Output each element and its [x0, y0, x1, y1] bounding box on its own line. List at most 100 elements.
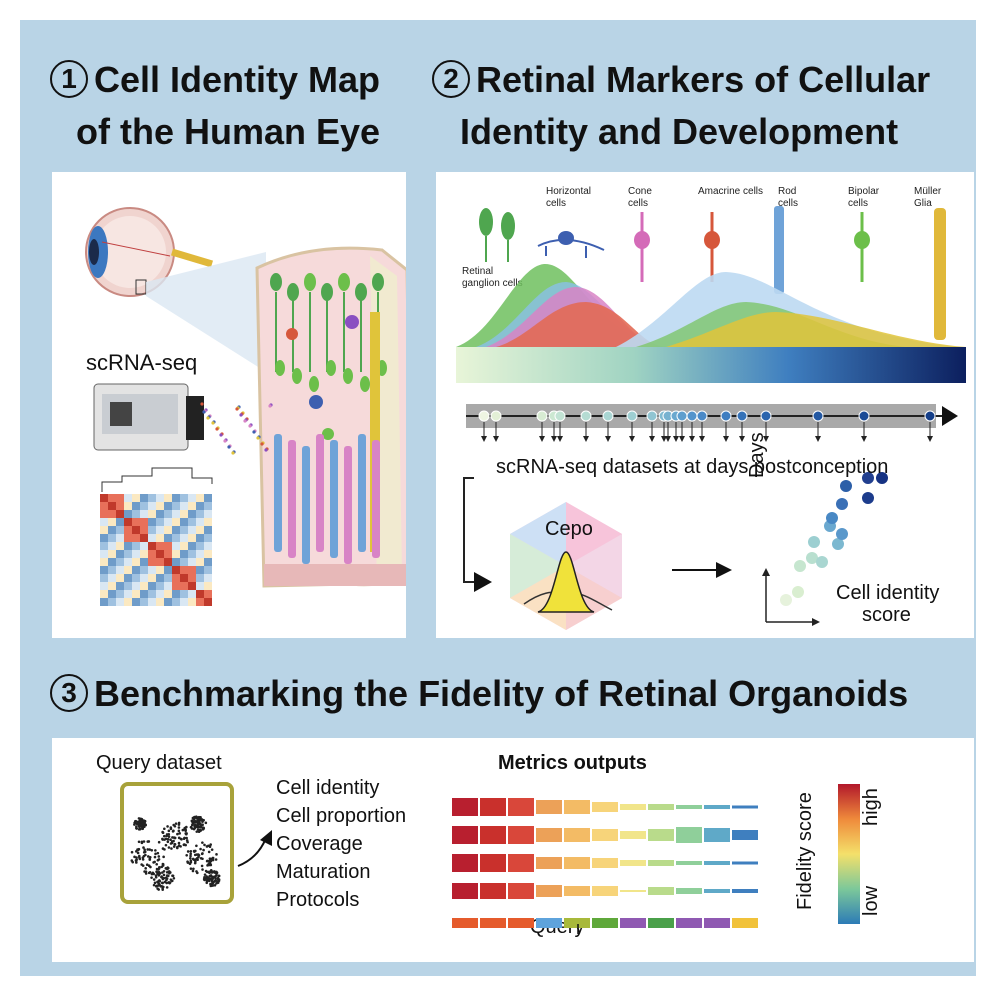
benchmark-illustration — [120, 782, 860, 934]
metric-bar — [620, 890, 646, 892]
metric-bar — [508, 854, 534, 872]
metric-bar — [648, 918, 674, 928]
metric-bar — [592, 829, 618, 841]
metric-label: Protocols — [276, 889, 360, 911]
metric-bar — [536, 828, 562, 842]
metric-bar — [676, 918, 702, 928]
timeline-points — [478, 410, 936, 442]
scatter-ylabel: Days — [746, 432, 768, 478]
development-gradient-bar — [456, 347, 966, 383]
metric-bar — [620, 860, 646, 866]
metric-bar — [480, 826, 506, 844]
metric-bar — [592, 858, 618, 868]
metric-bar — [480, 854, 506, 872]
metric-bar — [564, 857, 590, 869]
scatter-point — [836, 498, 848, 510]
metric-bar — [648, 860, 674, 866]
metric-bar — [648, 887, 674, 895]
metric-bar — [536, 800, 562, 814]
metric-bar — [508, 883, 534, 899]
metric-bar — [564, 800, 590, 814]
metric-bar — [704, 918, 730, 928]
metric-bar — [564, 886, 590, 896]
cell-type-label: Glia — [914, 198, 932, 209]
metric-bar — [480, 918, 506, 928]
graphical-abstract: 1 Cell Identity Map of the Human Eye 2 Ret… — [20, 20, 976, 976]
metric-bar — [480, 798, 506, 816]
metric-bars — [452, 798, 758, 928]
cell-type-label: Retinal — [462, 266, 493, 277]
development-density-curves — [456, 263, 966, 347]
section2-title-line2: Identity and Development — [460, 111, 899, 152]
section1-title-line2: of the Human Eye — [76, 111, 381, 152]
cell-type-label: Horizontal — [546, 186, 591, 197]
cepo-label: Cepo — [545, 518, 593, 540]
metric-bar — [564, 918, 590, 928]
scatter-point — [832, 538, 844, 550]
metric-bar — [704, 861, 730, 865]
metric-bar — [452, 826, 478, 844]
eye-map-illustration — [85, 207, 414, 606]
cell-type-label: Amacrine cells — [698, 186, 763, 197]
datasets-label: scRNA-seq datasets at days postconceptio… — [496, 456, 889, 478]
cell-type-label: cells — [848, 198, 868, 209]
metric-bar — [564, 828, 590, 842]
section3-number: 3 — [50, 674, 88, 712]
metric-bar — [536, 885, 562, 897]
metric-bar — [480, 883, 506, 899]
metric-bar — [620, 804, 646, 810]
section1-number: 1 — [50, 60, 88, 98]
metric-bar — [508, 918, 534, 928]
cell-type-label: cells — [778, 198, 798, 209]
cell-type-label: Bipolar — [848, 186, 880, 197]
cell-type-label: ganglion cells — [462, 278, 523, 289]
scatter-point — [816, 556, 828, 568]
metric-bar — [676, 805, 702, 809]
metric-bar — [732, 805, 758, 809]
cell-type-label: cells — [628, 198, 648, 209]
metric-bar — [536, 918, 562, 928]
metric-bar — [732, 918, 758, 928]
cell-type-label: Cone — [628, 186, 652, 197]
scatter-point — [862, 472, 874, 484]
metric-bar — [452, 883, 478, 899]
cell-type-label: cells — [546, 198, 566, 209]
metric-label: Cell identity — [276, 777, 380, 799]
scatter-point — [840, 480, 852, 492]
fidelity-colorbar — [838, 784, 860, 924]
metric-bar — [676, 861, 702, 865]
metric-bar — [508, 826, 534, 844]
metric-bar — [508, 798, 534, 816]
section2-number: 2 — [432, 60, 470, 98]
scrna-seq-label: scRNA-seq — [86, 350, 198, 375]
metric-bar — [452, 918, 478, 928]
scatter-point — [794, 560, 806, 572]
metric-bar — [620, 918, 646, 928]
section1-title-line1: 1 Cell Identity Map — [50, 58, 380, 102]
scatter-xlabel: Cell identity score — [836, 582, 940, 626]
metric-bar — [676, 888, 702, 894]
metric-bar — [732, 889, 758, 893]
scatter-point — [862, 492, 874, 504]
scatter-point — [792, 586, 804, 598]
metrics-title: Metrics outputs — [498, 752, 647, 774]
scatter-point — [780, 594, 792, 606]
metric-bar — [620, 831, 646, 839]
sequencer-icon — [93, 383, 204, 451]
eye-map-panel: scRNA-seq — [52, 172, 414, 638]
metric-bar — [704, 805, 730, 809]
metric-bar — [676, 827, 702, 843]
benchmark-panel: Query dataset Metrics outputs Cell ident… — [52, 738, 974, 962]
tsne-embedding — [130, 815, 221, 891]
metric-bar — [648, 829, 674, 841]
metric-label: Coverage — [276, 833, 363, 855]
metric-bar — [732, 861, 758, 865]
markers-panel: Retinal ganglion cells Horizontal cells Cone… — [436, 172, 974, 638]
metric-bar — [592, 802, 618, 812]
metric-bar — [648, 804, 674, 810]
